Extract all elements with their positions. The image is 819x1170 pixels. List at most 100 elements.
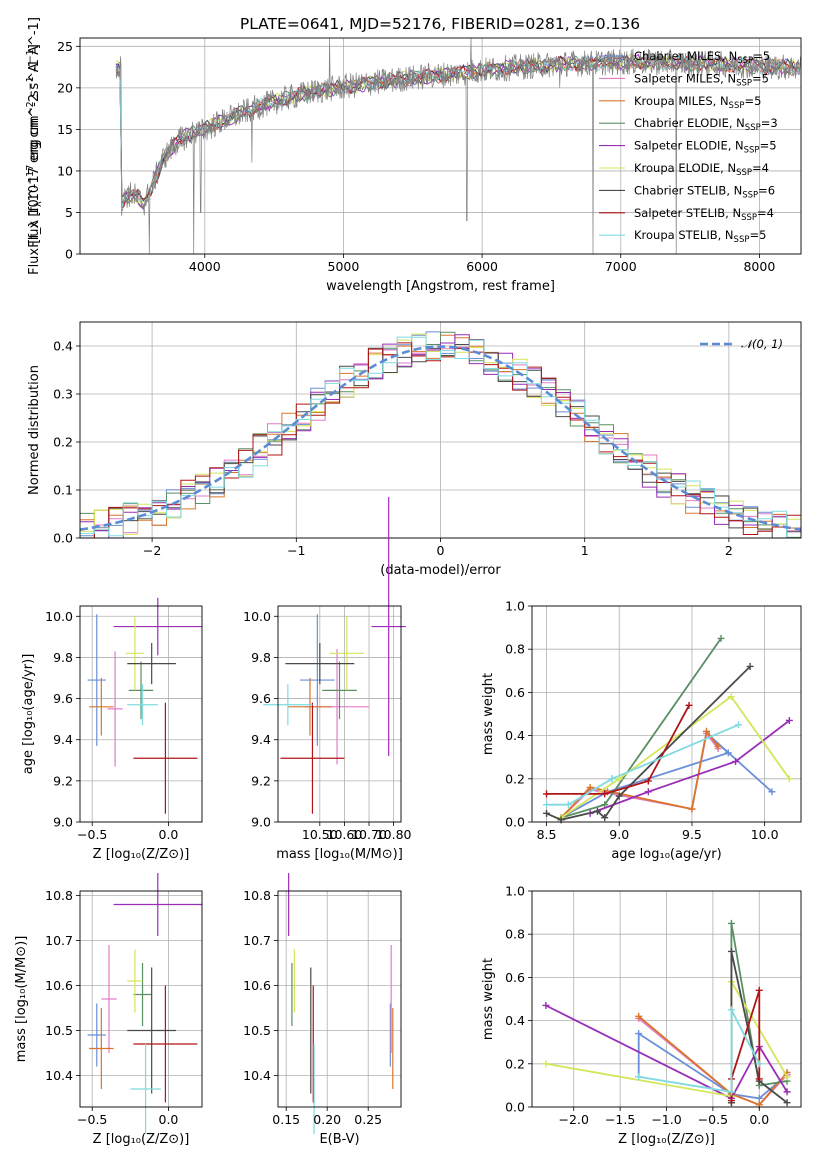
plus-marker — [586, 783, 594, 791]
x-tick-label: 0.25 — [354, 1112, 382, 1127]
legend-entry: Salpeter MILES, NSSP=5 — [634, 71, 769, 88]
plus-marker — [593, 807, 601, 815]
panels: Chabrier MILES, NSSP=5 Salpeter MILES, NS… — [14, 17, 802, 1147]
errorbar-salpeter-elodie — [113, 873, 202, 936]
y-tick-label: 1.0 — [505, 884, 525, 899]
x-tick-label: 10.70 — [351, 827, 387, 842]
errorbar-kroupa-stelib — [130, 1044, 161, 1134]
plus-marker — [755, 1094, 763, 1102]
y-tick-label: 10.8 — [243, 888, 271, 903]
plus-marker — [717, 634, 725, 642]
errorbar-chabrier-miles — [300, 614, 335, 746]
plot-area — [87, 873, 202, 1134]
y-tick-label: 0.2 — [53, 435, 73, 450]
histogram-kroupa-stelib — [80, 336, 801, 539]
mass-vs-Z-panel: −0.5 0.0 10.4 10.5 10.6 10.7 10.8 Z [log₁₀(Z/Z⊙… — [14, 873, 203, 1147]
y-tick-label: 0 — [65, 247, 73, 262]
series-line — [546, 704, 690, 795]
errorbar-chabrier-elodie — [133, 963, 152, 1026]
y-tick-label: 25 — [57, 39, 73, 54]
plus-marker — [608, 775, 616, 783]
errorbar-kroupa-elodie — [127, 949, 143, 1013]
x-tick-label: −1 — [287, 543, 305, 558]
plus-marker — [727, 1088, 735, 1096]
x-tick-label: 0.0 — [159, 827, 179, 842]
plus-marker — [755, 1075, 763, 1083]
weight-vs-age-panel: 8.5 9.0 9.5 10.0 0.0 0.2 0.4 0.6 0.8 1.0 age log₁₀… — [481, 599, 802, 862]
y-axis-label: Flux [f_λ 10^-17 erg cm^-2 s^-1 A^-1] — [27, 17, 42, 275]
x-axis-label: (data-model)/error — [380, 563, 501, 578]
errorbar-kroupa-miles — [89, 1008, 114, 1089]
y-tick-label: 0.2 — [505, 771, 525, 786]
legend-entry: Chabrier MILES, NSSP=5 — [634, 49, 770, 66]
plot-area — [87, 597, 202, 814]
legend-entry: Kroupa STELIB, NSSP=5 — [634, 228, 766, 245]
x-tick-label: 0.0 — [749, 1112, 769, 1127]
x-tick-label: −0.5 — [77, 1112, 107, 1127]
x-tick-label: 10.0 — [751, 827, 779, 842]
plus-marker — [724, 749, 732, 757]
y-tick-label: 9.2 — [251, 773, 271, 788]
plus-marker — [635, 1012, 643, 1020]
plus-marker — [615, 792, 623, 800]
x-tick-label: 0.20 — [313, 1112, 341, 1127]
x-tick-label: 10.80 — [376, 827, 412, 842]
x-axis-label: age log₁₀(age/yr) — [611, 847, 721, 862]
y-tick-label: 0.2 — [505, 1056, 525, 1071]
x-axis-label: wavelength [Angstrom, rest frame] — [326, 279, 555, 294]
series-line — [638, 1009, 761, 1093]
errorbar-kroupa-stelib — [127, 684, 158, 726]
x-tick-label: 0 — [437, 543, 445, 558]
plus-marker — [644, 777, 652, 785]
x-tick-label: 0.15 — [272, 1112, 300, 1127]
y-axis-label: age [log₁₀(age/yr)] — [21, 654, 36, 775]
y-tick-label: 9.2 — [53, 773, 73, 788]
errorbar-salpeter-stelib — [280, 702, 345, 814]
legend-entry: Kroupa ELODIE, NSSP=4 — [634, 161, 769, 178]
x-axis-label: Z [log₁₀(Z/Z⊙)] — [93, 847, 190, 862]
plus-marker — [564, 801, 572, 809]
y-tick-label: 10.5 — [45, 1023, 73, 1038]
x-tick-label: 5000 — [328, 259, 360, 274]
errorbar-salpeter-elodie — [371, 496, 406, 757]
x-tick-label: 6000 — [466, 259, 498, 274]
y-tick-label: 0.0 — [505, 815, 525, 830]
axes-frame — [531, 605, 802, 823]
plus-marker — [543, 801, 551, 809]
y-tick-label: 10.4 — [243, 1068, 271, 1083]
x-tick-label: 0.0 — [159, 1112, 179, 1127]
x-tick-label: 4000 — [189, 259, 221, 274]
figure-title: PLATE=0641, MJD=52176, FIBERID=0281, z=0… — [240, 15, 640, 33]
x-tick-label: 10.60 — [327, 827, 363, 842]
plus-marker — [727, 693, 735, 701]
gridlines — [80, 891, 202, 1107]
y-axis-label: mass weight — [481, 673, 496, 755]
axes-frame — [79, 605, 203, 823]
errorbar-salpeter-stelib — [133, 702, 198, 814]
y-tick-label: 0.3 — [53, 387, 73, 402]
plus-marker — [732, 758, 740, 766]
y-tick-label: 10.0 — [243, 609, 271, 624]
y-tick-label: 9.0 — [53, 815, 73, 830]
x-tick-label: −1.0 — [651, 1112, 681, 1127]
axes-frame — [79, 890, 203, 1108]
plus-marker — [783, 1099, 791, 1107]
plus-marker — [601, 790, 609, 798]
series-salpeter-stelib — [543, 701, 693, 798]
y-tick-label: 10 — [57, 163, 73, 178]
y-tick-label: 9.6 — [53, 691, 73, 706]
errorbar-chabrier-stelib — [285, 643, 355, 685]
plus-marker — [746, 662, 754, 670]
y-tick-label: 9.8 — [53, 650, 73, 665]
plus-marker — [688, 805, 696, 813]
plus-marker — [727, 1006, 735, 1014]
y-tick-label: 9.0 — [251, 815, 271, 830]
plus-marker — [727, 1097, 735, 1105]
series-kroupa-stelib — [543, 721, 742, 809]
errorbar-chabrier-elodie — [128, 661, 154, 720]
y-tick-label: 9.4 — [251, 732, 271, 747]
plot-area — [288, 873, 394, 1134]
plus-marker — [727, 947, 735, 955]
